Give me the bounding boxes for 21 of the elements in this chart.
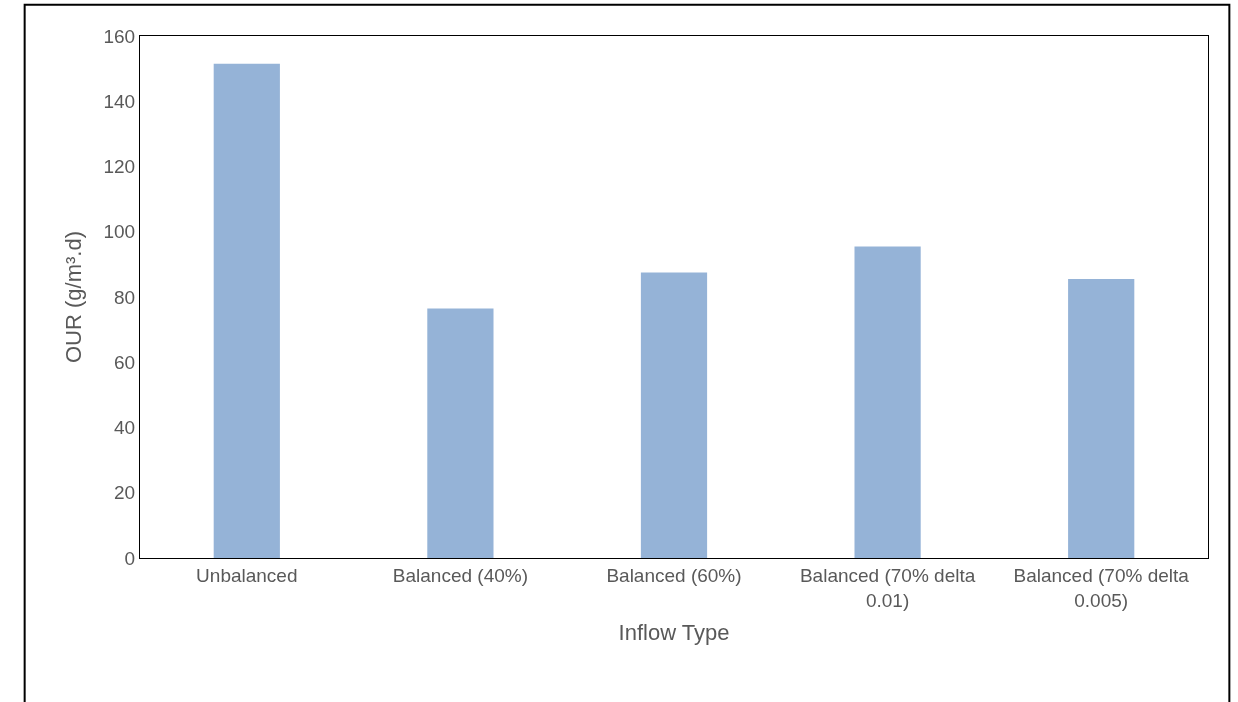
y-axis-title: OUR (g/m³.d) (61, 231, 87, 363)
x-tick-label: Balanced (40%) (392, 564, 528, 586)
bar (427, 308, 494, 558)
y-tick-label: 120 (103, 156, 136, 178)
bar (854, 246, 921, 558)
y-tick-label: 160 (103, 25, 136, 47)
y-tick-label: 40 (114, 417, 136, 439)
y-tick-label: 80 (114, 286, 136, 308)
x-axis-title: Inflow Type (618, 620, 730, 646)
y-tick-label: 20 (114, 482, 136, 504)
y-tick-label: 100 (103, 221, 136, 243)
bar (640, 272, 708, 558)
bar (213, 63, 280, 558)
x-tick-label: Unbalanced (196, 564, 298, 586)
y-tick-label: 0 (124, 547, 136, 569)
y-tick-label: 140 (103, 90, 136, 112)
bar (1068, 279, 1135, 558)
x-tick-label: Balanced (70% delta 0.005) (1013, 564, 1190, 611)
x-tick-label: Balanced (60%) (606, 564, 742, 586)
x-tick-label: Balanced (70% delta 0.01) (799, 564, 976, 611)
y-tick-label: 60 (114, 351, 136, 373)
